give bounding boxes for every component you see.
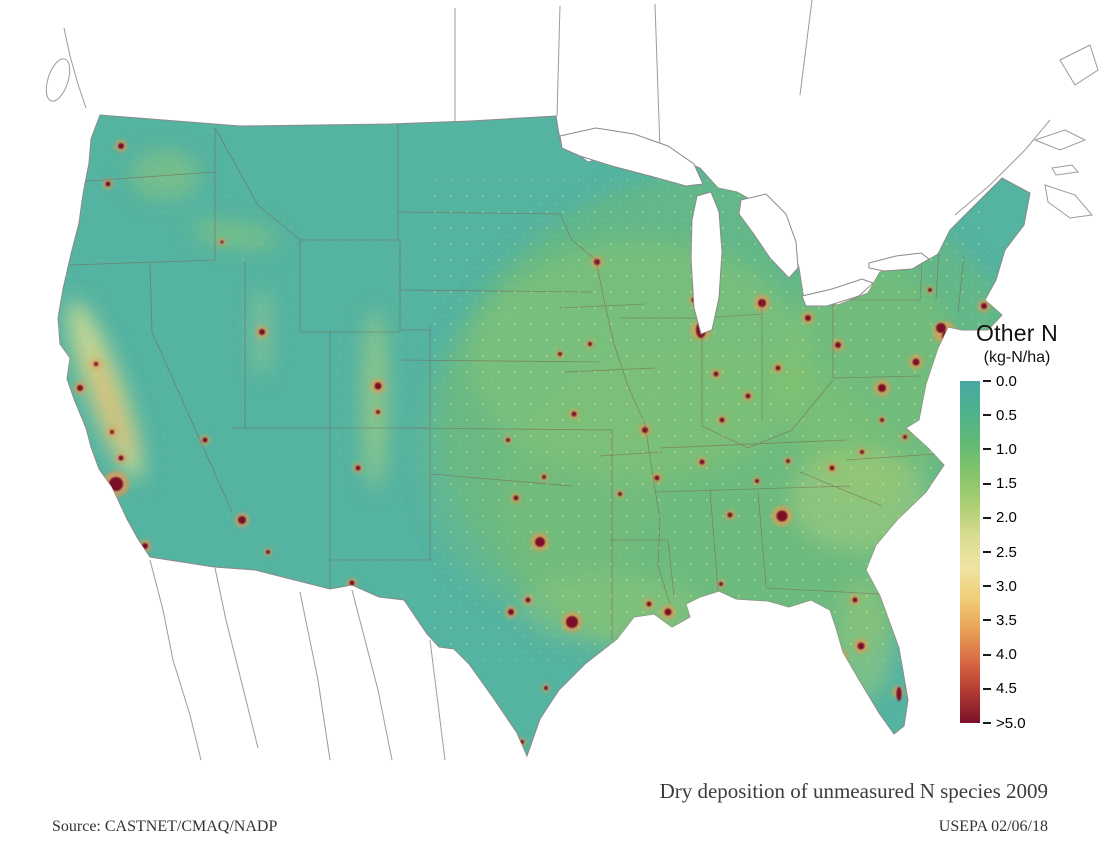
tick-dash-icon [983,619,991,622]
tick-dash-icon [983,380,991,382]
tick-label: 3.0 [996,577,1017,595]
legend-ticks: 0.0 0.5 1.0 1.5 2.0 2.5 3.0 3.5 4.0 4.5 >5.0 [983,373,1053,732]
tick-label: 4.0 [996,646,1017,664]
great-lakes [559,127,930,335]
legend-colorbar [960,381,980,723]
legend-tick: 4.0 [983,646,1017,664]
lake-superior [559,127,704,187]
legend-tick: 2.0 [983,509,1017,527]
city-hotspot-cores [77,143,987,744]
tick-dash-icon [983,585,991,588]
tick-label: 2.0 [996,509,1017,527]
tick-label: 4.5 [996,680,1017,698]
tick-label: 0.5 [996,406,1017,424]
tick-label: 1.0 [996,440,1017,458]
tick-dash-icon [983,551,991,553]
lake-erie [801,278,874,307]
tick-label: 3.5 [996,611,1017,629]
lake-michigan [690,191,723,335]
tick-dash-icon [983,687,991,690]
tick-label: 1.5 [996,475,1017,493]
state-borders [69,124,965,640]
tick-dash-icon [983,448,991,451]
legend-tick: >5.0 [983,714,1026,732]
legend-tick: 0.5 [983,406,1017,424]
legend-tick: 4.5 [983,680,1017,698]
tick-label: >5.0 [996,714,1026,732]
agency-date-credit: USEPA 02/06/18 [938,818,1048,835]
tick-dash-icon [983,516,991,519]
legend-tick: 3.5 [983,611,1017,629]
legend-tick: 3.0 [983,577,1017,595]
tick-dash-icon [983,414,991,417]
tick-dash-icon [983,722,991,724]
tick-label: 0.0 [996,372,1017,390]
tick-dash-icon [983,482,991,485]
tick-dash-icon [983,653,991,656]
legend-units: (kg-N/ha) [983,349,1051,366]
legend-tick: 1.5 [983,475,1017,493]
neighbor-country-outlines [45,0,1099,761]
lake-ontario [868,252,930,272]
legend-tick: 1.0 [983,440,1017,458]
legend-tick: 0.0 [983,372,1017,390]
legend-tick: 2.5 [983,543,1017,561]
tick-label: 2.5 [996,543,1017,561]
map-legend: Other N (kg-N/ha) 0.0 0.5 1.0 1.5 2.0 2.5 3.0 3… [950,320,1084,732]
source-credit: Source: CASTNET/CMAQ/NADP [52,818,278,835]
map-caption: Dry deposition of unmeasured N species 2… [659,779,1048,803]
lake-huron [738,193,799,279]
legend-title: Other N [976,320,1058,346]
